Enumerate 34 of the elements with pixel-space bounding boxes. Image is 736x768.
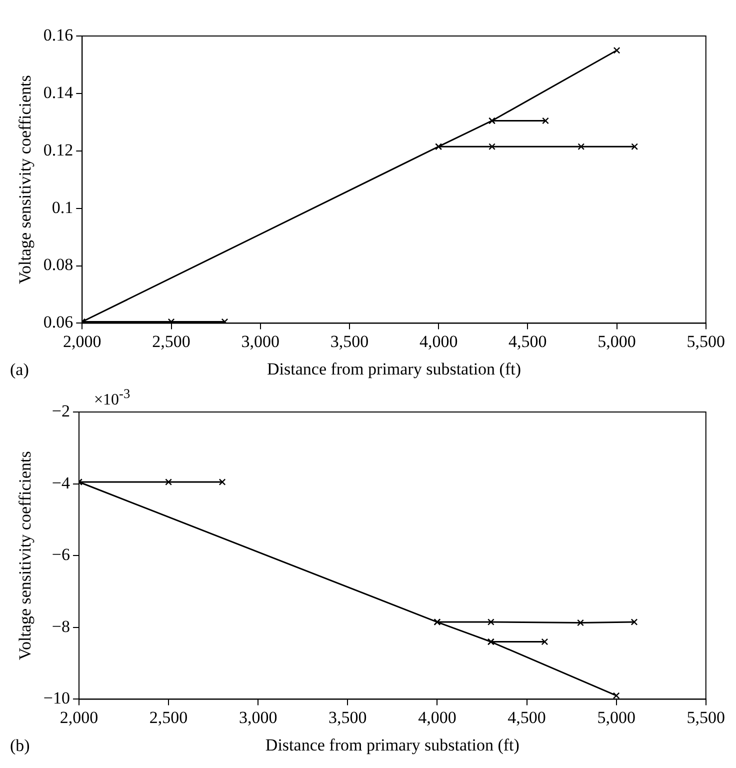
x-tick-label: 3,000 (238, 708, 278, 727)
y-tick-label: −8 (52, 616, 70, 636)
text: (b) (10, 736, 30, 756)
y-tick-label: 0.12 (43, 140, 74, 160)
y-tick-label: −10 (43, 688, 70, 708)
text: ×10$^{-3}$ (94, 386, 130, 410)
x-tick-label: 5,000 (598, 332, 636, 351)
y-tick-label: 0.06 (43, 312, 74, 332)
y-axis-title: Voltage sensitivity coefficients (16, 75, 35, 284)
x-tick-label: 5,000 (597, 708, 636, 727)
x-tick-label: 2,000 (60, 708, 98, 727)
y-tick-label: −6 (52, 545, 70, 564)
x-tick-label: 5,500 (686, 708, 725, 727)
x-tick-label: 4,000 (419, 332, 458, 351)
y-tick-label: −4 (52, 473, 70, 492)
y-tick-label: 0.08 (43, 255, 74, 274)
x-tick-label: 4,000 (418, 708, 456, 727)
y-tick-label: −2 (52, 401, 70, 420)
y-tick-label: 0.1 (52, 198, 74, 217)
x-tick-label: 3,500 (330, 332, 369, 351)
x-tick-label: 2,000 (63, 332, 102, 351)
y-tick-label: 0.16 (43, 25, 74, 44)
x-axis-title: Distance from primary substation (ft) (267, 359, 522, 378)
x-tick-label: 2,500 (152, 332, 190, 351)
x-tick-label: 4,500 (508, 332, 547, 351)
x-axis-title: Distance from primary substation (ft) (265, 735, 520, 754)
x-tick-label: 5,500 (686, 332, 725, 351)
y-axis-title: Voltage sensitivity coefficients (16, 451, 35, 660)
x-tick-label: 2,500 (149, 708, 188, 727)
text: (a) (10, 360, 29, 380)
x-tick-label: 3,000 (241, 332, 280, 351)
y-tick-label: 0.14 (43, 82, 74, 102)
x-tick-label: 3,500 (328, 708, 367, 727)
x-tick-label: 4,500 (508, 708, 546, 727)
